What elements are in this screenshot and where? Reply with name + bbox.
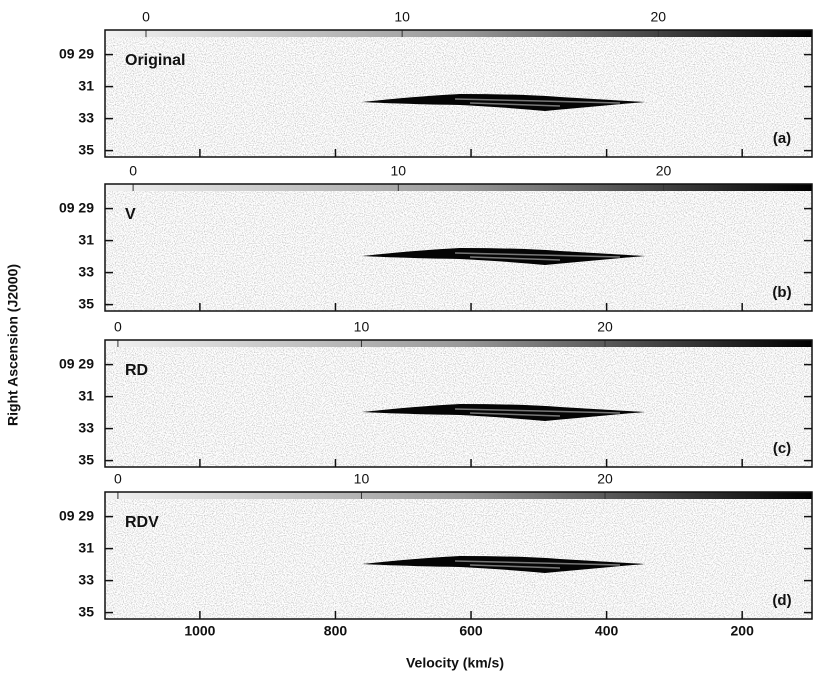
plot-frame [104, 339, 813, 468]
colorbar [105, 340, 812, 347]
colorbar-tick-label: 10 [391, 163, 407, 179]
panel-label: (b) [772, 284, 791, 301]
panel-title: Original [125, 52, 185, 69]
y-tick-label: 35 [78, 295, 94, 311]
x-axis-label: Velocity (km/s) [406, 655, 504, 671]
colorbar-tick-label: 20 [597, 319, 613, 335]
colorbar-tick-label: 10 [354, 319, 370, 335]
panel: 0 10 20 09 29 31 33 35 RD (c) [59, 319, 813, 468]
x-tick-label: 800 [324, 623, 348, 639]
colorbar-tick-label: 0 [114, 319, 122, 335]
colorbar [105, 30, 812, 37]
colorbar-tick-label: 0 [114, 471, 122, 487]
plot-frame [104, 29, 813, 158]
y-tick-label: 33 [78, 419, 94, 435]
emission [362, 94, 645, 111]
panel: 0 10 20 09 29 31 33 35 V (b) [59, 163, 813, 312]
colorbar [105, 492, 812, 499]
y-tick-label: 35 [78, 451, 94, 467]
panel-title: V [125, 206, 136, 223]
y-tick-label: 33 [78, 571, 94, 587]
panel-title: RD [125, 362, 148, 379]
y-tick-label: 31 [78, 387, 94, 403]
panel-label: (d) [772, 592, 791, 609]
y-tick-label: 35 [78, 603, 94, 619]
panel-label: (c) [773, 440, 791, 457]
colorbar [105, 184, 812, 191]
plot-frame [104, 183, 813, 312]
x-tick-label: 200 [731, 623, 755, 639]
emission [362, 248, 645, 265]
y-tick-label: 33 [78, 263, 94, 279]
emission [362, 556, 645, 573]
panel-title: RDV [125, 514, 159, 531]
y-axis-label: Right Ascension (J2000) [5, 264, 21, 426]
emission-inner [454, 98, 621, 107]
y-tick-label: 31 [78, 539, 94, 555]
x-tick-label: 400 [595, 623, 619, 639]
emission-inner [454, 408, 621, 417]
y-tick-label: 09 29 [59, 355, 94, 371]
x-tick-label: 600 [459, 623, 483, 639]
colorbar-tick-label: 20 [656, 163, 672, 179]
y-tick-label: 31 [78, 231, 94, 247]
emission [362, 404, 645, 421]
y-tick-label: 35 [78, 141, 94, 157]
colorbar-tick-label: 10 [354, 471, 370, 487]
panel: 0 10 20 09 29 31 33 35 Original (a) [59, 9, 813, 158]
emission-inner [454, 252, 621, 261]
colorbar-tick-label: 20 [597, 471, 613, 487]
y-tick-label: 33 [78, 109, 94, 125]
emission-inner [454, 560, 621, 569]
panel-label: (a) [773, 130, 791, 147]
y-tick-label: 09 29 [59, 507, 94, 523]
y-tick-label: 09 29 [59, 199, 94, 215]
colorbar-tick-label: 20 [651, 9, 667, 25]
x-tick-label: 1000 [184, 623, 215, 639]
colorbar-tick-label: 0 [129, 163, 137, 179]
colorbar-tick-label: 0 [142, 9, 150, 25]
plot-frame [104, 491, 813, 620]
y-tick-label: 09 29 [59, 45, 94, 61]
colorbar-tick-label: 10 [394, 9, 410, 25]
panel: 0 10 20 09 29 31 33 35 1000 800 600 400 200 RDV (d) [59, 471, 813, 639]
y-tick-label: 31 [78, 77, 94, 93]
